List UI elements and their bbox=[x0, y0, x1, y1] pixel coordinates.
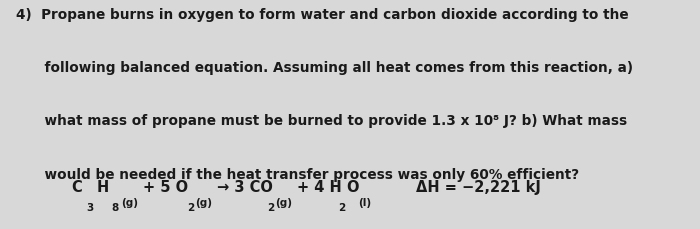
Text: (l): (l) bbox=[358, 198, 372, 208]
Text: + 5 O: + 5 O bbox=[143, 180, 188, 195]
Text: H: H bbox=[97, 180, 108, 195]
Text: 2: 2 bbox=[187, 203, 194, 213]
Text: what mass of propane must be burned to provide 1.3 x 10⁸ J? b) What mass: what mass of propane must be burned to p… bbox=[16, 114, 627, 128]
Text: → 3 CO: → 3 CO bbox=[217, 180, 273, 195]
Text: 4)  Propane burns in oxygen to form water and carbon dioxide according to the: 4) Propane burns in oxygen to form water… bbox=[16, 8, 629, 22]
Text: + 4 H: + 4 H bbox=[297, 180, 342, 195]
Text: 3: 3 bbox=[87, 203, 94, 213]
Text: (g): (g) bbox=[275, 198, 292, 208]
Text: O: O bbox=[346, 180, 359, 195]
Text: would be needed if the heat transfer process was only 60% efficient?: would be needed if the heat transfer pro… bbox=[16, 168, 579, 182]
Text: (g): (g) bbox=[121, 198, 138, 208]
Text: ΔH = −2,221 kJ: ΔH = −2,221 kJ bbox=[416, 180, 540, 195]
Text: following balanced equation. Assuming all heat comes from this reaction, a): following balanced equation. Assuming al… bbox=[16, 61, 633, 75]
Text: C: C bbox=[71, 180, 82, 195]
Text: (g): (g) bbox=[195, 198, 212, 208]
Text: 2: 2 bbox=[338, 203, 346, 213]
Text: 2: 2 bbox=[267, 203, 274, 213]
Text: 8: 8 bbox=[111, 203, 118, 213]
